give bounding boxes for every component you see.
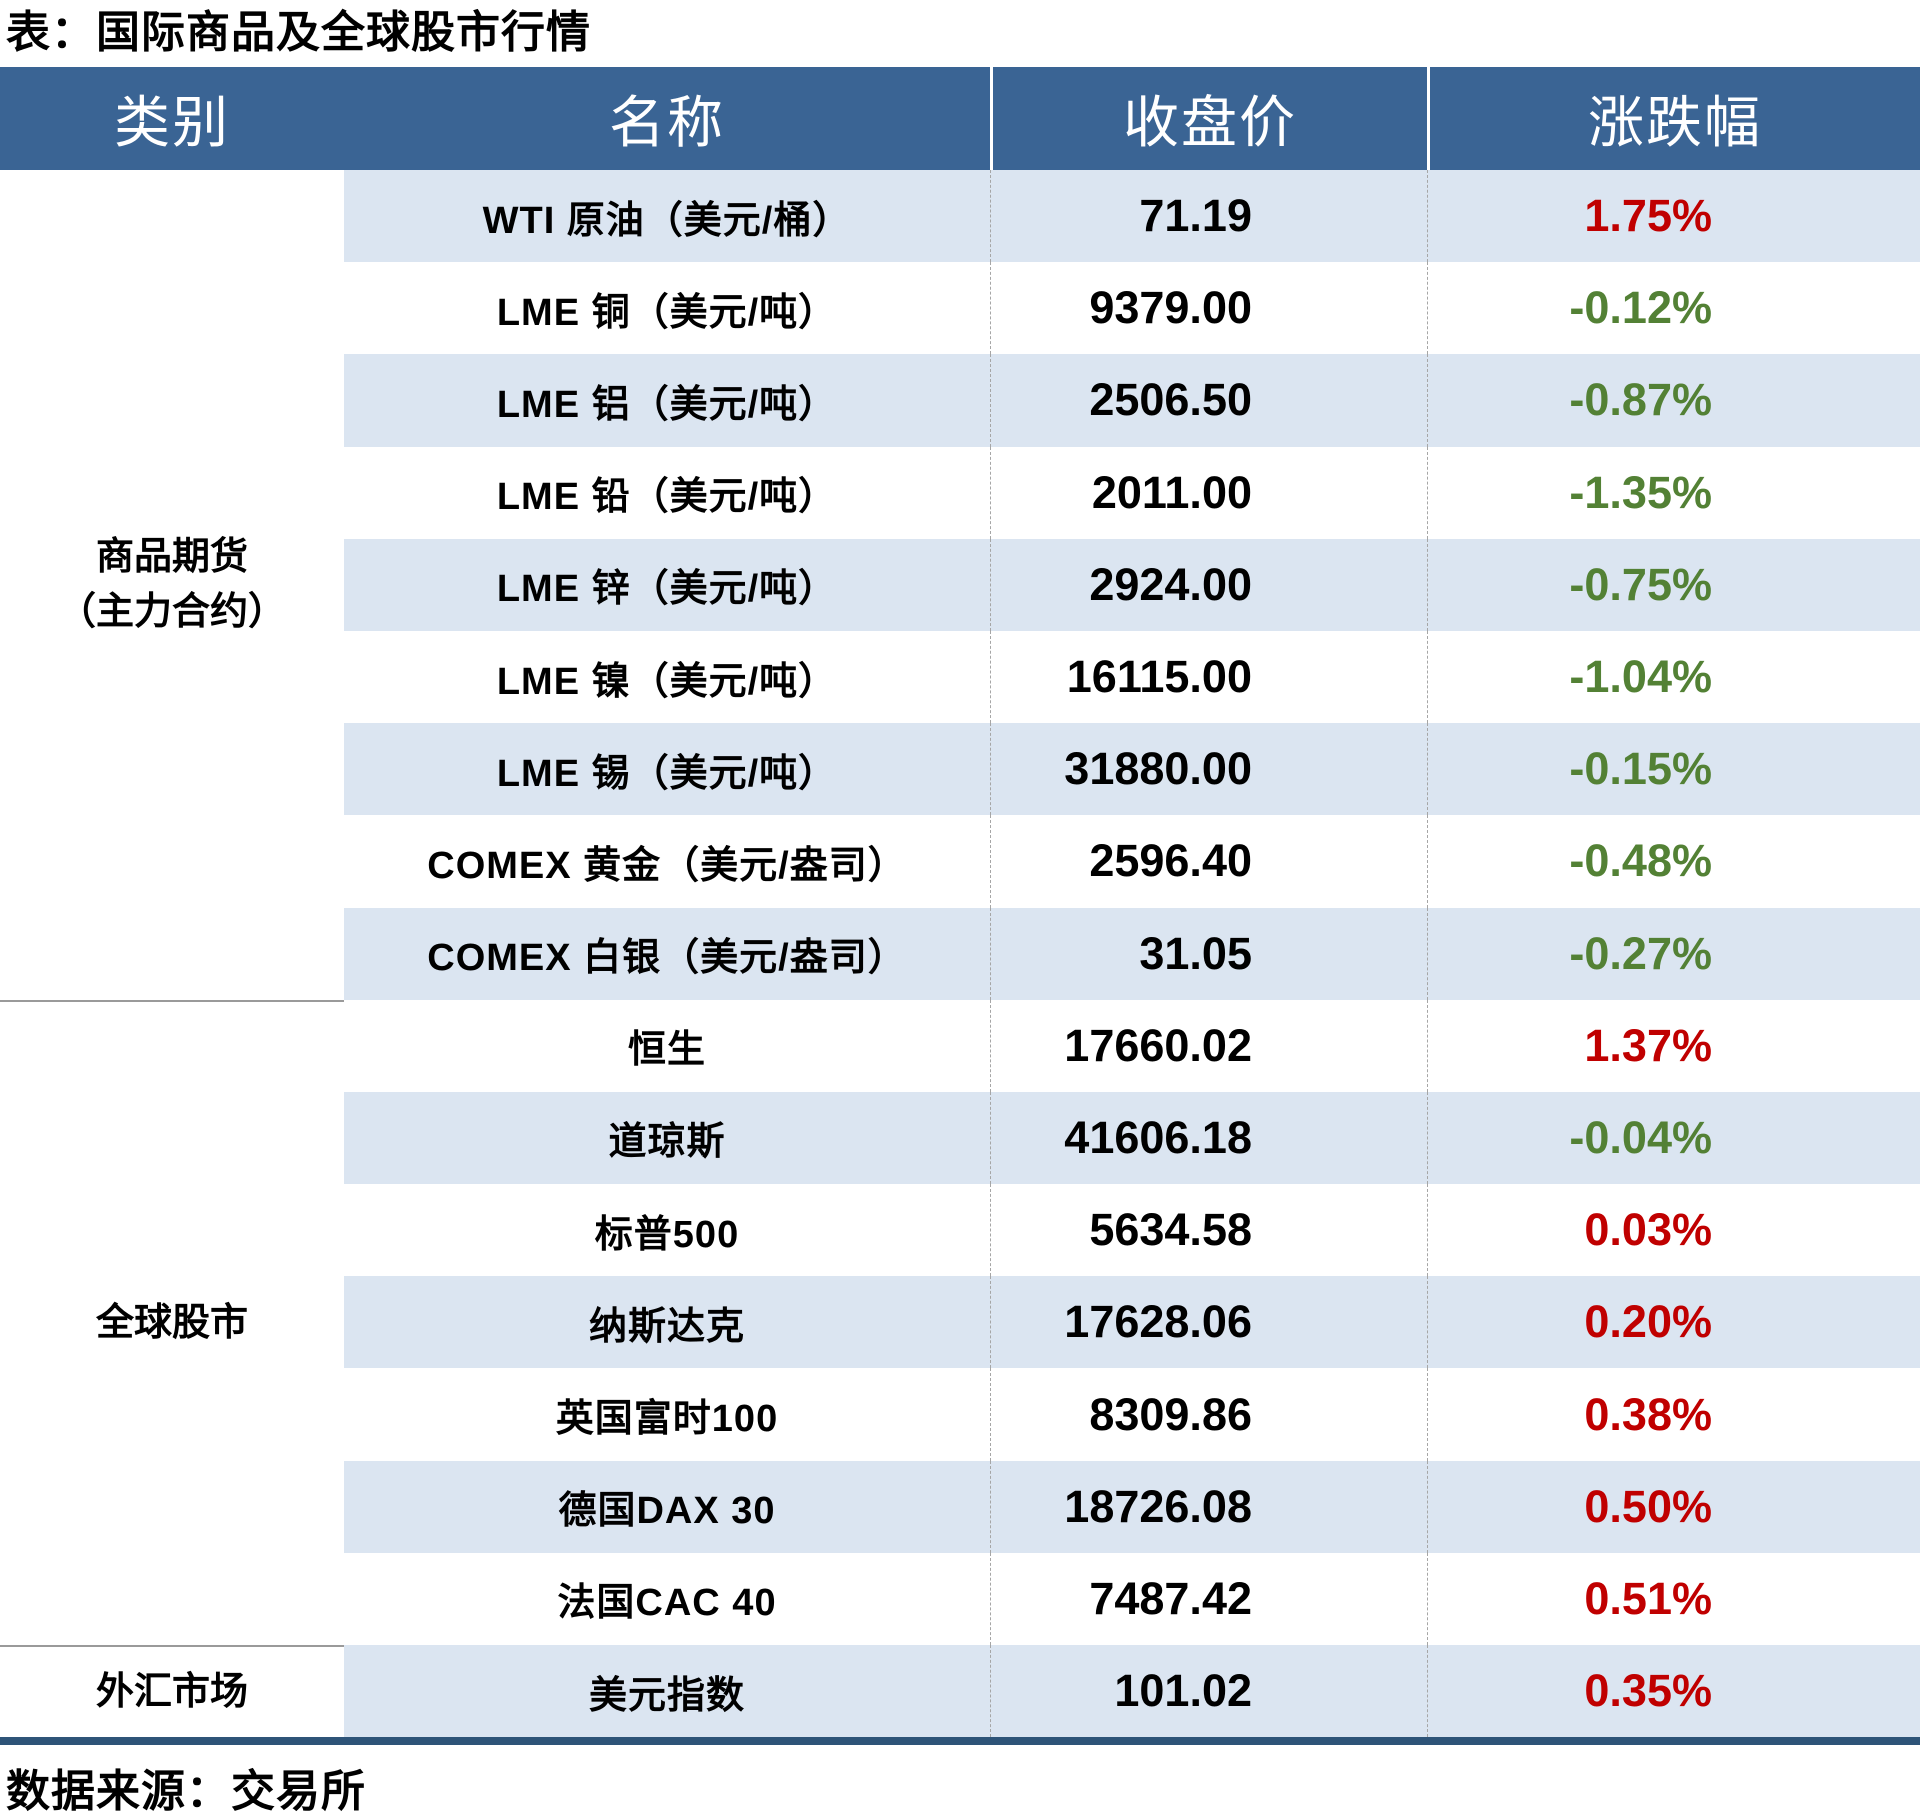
category-forex-market: 外汇市场 <box>0 1645 344 1738</box>
price-cell: 9379.00 <box>990 262 1427 355</box>
name-cell: COMEX 黄金（美元/盎司） <box>427 844 907 887</box>
category-label-line1: 商品期货 <box>95 535 248 578</box>
price-cell: 17628.06 <box>990 1276 1427 1369</box>
price-cell: 41606.18 <box>990 1091 1427 1185</box>
change-cell: 0.03% <box>1427 1184 1920 1277</box>
change-cell: 1.75% <box>1427 170 1920 263</box>
name-cell: 道琼斯 <box>344 1091 990 1185</box>
name-cell: LME 铝（美元/吨） <box>344 354 990 447</box>
header-change: 涨跌幅 <box>1427 67 1920 170</box>
page-title: 表：国际商品及全球股市行情 <box>6 8 591 57</box>
header-name: 名称 <box>344 67 990 170</box>
change-cell: 0.51% <box>1427 1552 1920 1645</box>
price-cell: 31.05 <box>990 907 1427 1000</box>
change-cell: -0.15% <box>1427 723 1920 816</box>
change-cell: -0.48% <box>1427 815 1920 908</box>
change-cell: 0.20% <box>1427 1276 1920 1369</box>
price-cell: 2596.40 <box>990 815 1427 908</box>
price-cell: 16115.00 <box>990 630 1427 724</box>
category-label-line1: 外汇市场 <box>95 1670 248 1713</box>
change-cell: 0.38% <box>1427 1368 1920 1461</box>
table-bottom-rule <box>0 1737 1920 1746</box>
price-cell: 71.19 <box>990 170 1427 263</box>
change-cell: -0.75% <box>1427 538 1920 631</box>
name-cell: LME 镍（美元/吨） <box>496 660 838 703</box>
category-commodity-futures: 商品期货 （主力合约） <box>0 170 344 1000</box>
price-cell: 31880.00 <box>990 723 1427 816</box>
name-cell: 法国CAC 40 <box>557 1582 777 1625</box>
change-cell: -1.04% <box>1427 630 1920 724</box>
price-cell: 2011.00 <box>990 446 1427 539</box>
change-cell: -0.27% <box>1427 907 1920 1000</box>
market-table: 类别 名称 收盘价 涨跌幅 商品期货 （主力合约） WTI 原油（美元/桶） 7… <box>0 67 1920 1738</box>
price-cell: 8309.86 <box>990 1368 1427 1461</box>
name-cell: COMEX 白银（美元/盎司） <box>344 907 990 1000</box>
price-cell: 5634.58 <box>990 1184 1427 1277</box>
price-cell: 17660.02 <box>990 999 1427 1092</box>
name-cell: 德国DAX 30 <box>344 1460 990 1553</box>
data-source-note: 数据来源：交易所 <box>6 1767 366 1817</box>
price-cell: 2506.50 <box>990 354 1427 447</box>
name-cell: LME 铜（美元/吨） <box>496 291 838 334</box>
name-cell: LME 锡（美元/吨） <box>344 723 990 816</box>
change-cell: 1.37% <box>1427 999 1920 1092</box>
change-cell: -0.87% <box>1427 354 1920 447</box>
price-cell: 18726.08 <box>990 1460 1427 1553</box>
header-category: 类别 <box>0 67 344 170</box>
name-cell: 标普500 <box>594 1213 740 1256</box>
price-cell: 101.02 <box>990 1645 1427 1738</box>
category-label-line2: （主力合约） <box>57 590 286 633</box>
change-cell: -0.04% <box>1427 1091 1920 1185</box>
name-cell: 纳斯达克 <box>344 1276 990 1369</box>
name-cell: LME 锌（美元/吨） <box>344 538 990 631</box>
category-global-stocks: 全球股市 <box>0 999 344 1645</box>
name-cell: 美元指数 <box>344 1645 990 1738</box>
change-cell: 0.35% <box>1427 1645 1920 1738</box>
name-cell: 英国富时100 <box>555 1398 779 1441</box>
change-cell: 0.50% <box>1427 1460 1920 1553</box>
change-cell: -1.35% <box>1427 446 1920 539</box>
price-cell: 2924.00 <box>990 538 1427 631</box>
name-cell: 恒生 <box>627 1029 706 1072</box>
name-cell: WTI 原油（美元/桶） <box>344 170 990 263</box>
change-cell: -0.12% <box>1427 262 1920 355</box>
name-cell: LME 铅（美元/吨） <box>496 476 838 519</box>
price-cell: 7487.42 <box>990 1552 1427 1645</box>
header-close-price: 收盘价 <box>990 67 1427 170</box>
category-label-line1: 全球股市 <box>95 1301 248 1344</box>
